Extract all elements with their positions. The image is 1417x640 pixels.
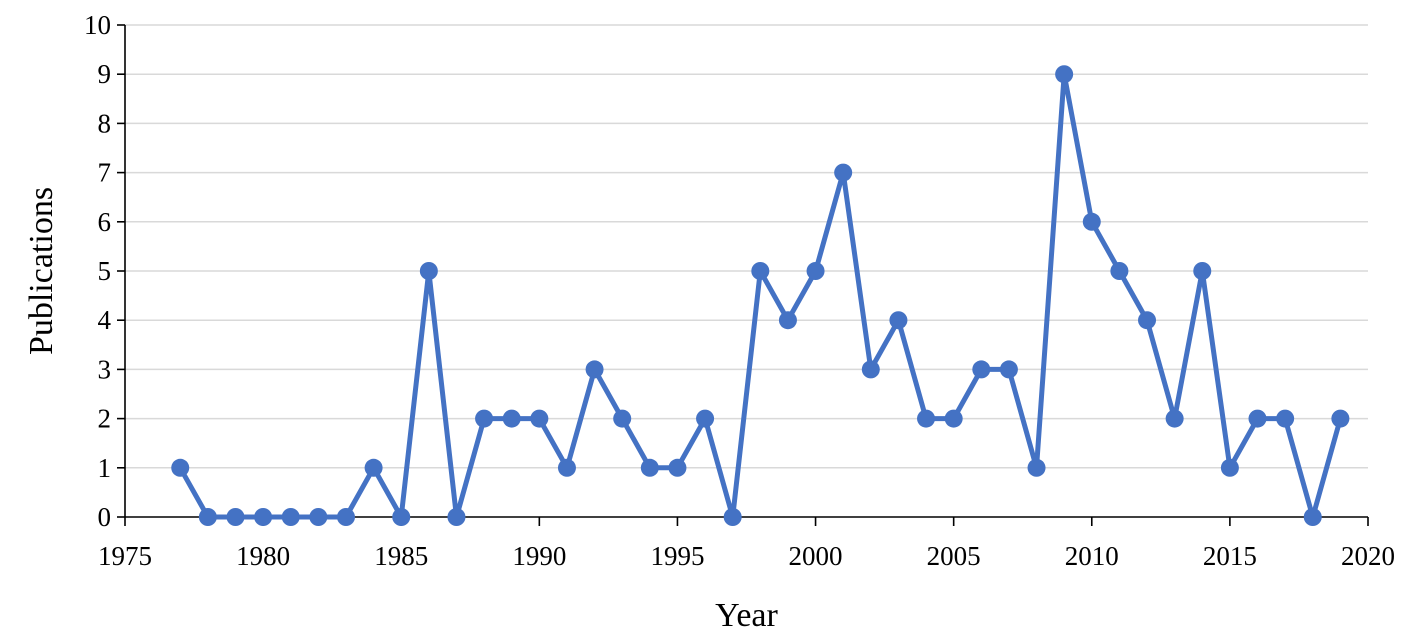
- data-point: [364, 458, 383, 477]
- data-point: [1110, 262, 1129, 280]
- data-point: [1138, 311, 1157, 330]
- data-point: [1276, 409, 1295, 428]
- data-point: [1193, 262, 1212, 280]
- data-point: [806, 262, 825, 280]
- data-point: [751, 262, 770, 280]
- data-point: [557, 458, 576, 477]
- data-point: [723, 508, 742, 526]
- data-point: [917, 409, 936, 428]
- data-point: [1331, 409, 1350, 428]
- y-tick-label: 6: [98, 207, 112, 237]
- data-point: [1165, 409, 1184, 428]
- y-tick-label: 0: [98, 502, 112, 532]
- data-point: [475, 409, 494, 428]
- data-point: [999, 360, 1018, 379]
- y-tick-label: 7: [98, 158, 112, 188]
- x-tick-label: 2005: [927, 541, 981, 571]
- data-point: [834, 163, 853, 182]
- y-axis-title: Publications: [23, 187, 60, 355]
- x-tick-label: 1995: [650, 541, 704, 571]
- data-point: [1055, 65, 1074, 84]
- data-point: [889, 311, 908, 330]
- x-tick-label: 1990: [512, 541, 566, 571]
- series-line: [178, 71, 1343, 520]
- data-point: [419, 262, 438, 280]
- data-point: [944, 409, 963, 428]
- y-tick-label: 1: [98, 453, 112, 483]
- y-tick-label: 5: [98, 256, 112, 286]
- data-point: [1027, 458, 1046, 477]
- data-point: [640, 458, 659, 477]
- data-point: [336, 508, 355, 526]
- data-point: [198, 508, 217, 526]
- gridlines: [125, 24, 1368, 469]
- data-point: [778, 311, 797, 330]
- data-point: [613, 409, 632, 428]
- x-tick-label: 2020: [1341, 541, 1395, 571]
- x-tick-label: 2010: [1065, 541, 1119, 571]
- y-tick-label: 9: [98, 59, 112, 89]
- x-axis-title: Year: [715, 597, 778, 634]
- series: [171, 65, 1350, 526]
- data-point: [447, 508, 466, 526]
- data-point: [281, 508, 300, 526]
- data-point: [1248, 409, 1267, 428]
- y-tick-label: 4: [98, 305, 112, 335]
- data-point: [392, 508, 411, 526]
- y-tick-label: 3: [98, 354, 112, 384]
- data-point: [530, 409, 549, 428]
- data-point: [1303, 508, 1322, 526]
- data-point: [254, 508, 273, 526]
- data-point: [226, 508, 245, 526]
- ticks: 0 1 2 3 4 5 6 7 8 9 10 1975 1980 1985 1990 1995 2000 2005…: [84, 10, 1395, 571]
- y-tick-label: 10: [84, 10, 111, 40]
- x-tick-label: 1975: [98, 541, 152, 571]
- data-point: [309, 508, 328, 526]
- x-tick-label: 2015: [1203, 541, 1257, 571]
- data-point: [972, 360, 991, 379]
- data-point: [696, 409, 715, 428]
- data-point: [171, 458, 190, 477]
- x-tick-label: 1985: [374, 541, 428, 571]
- data-point: [585, 360, 604, 379]
- data-point: [1220, 458, 1239, 477]
- data-point: [668, 458, 687, 477]
- y-tick-label: 2: [98, 404, 112, 434]
- data-point: [861, 360, 880, 379]
- y-tick-label: 8: [98, 108, 112, 138]
- x-tick-label: 1980: [236, 541, 290, 571]
- x-tick-label: 2000: [789, 541, 843, 571]
- data-point: [1082, 212, 1101, 231]
- data-point: [502, 409, 521, 428]
